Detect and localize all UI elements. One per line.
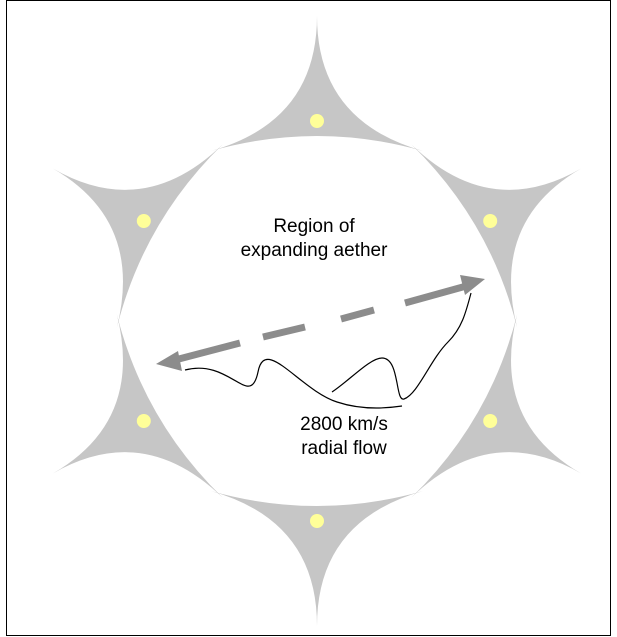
- node-upper-left-cusp: [52, 144, 223, 328]
- node-bottom-dot: [310, 514, 324, 528]
- arrow-dash-2: [262, 323, 306, 341]
- node-bottom-cusp: [211, 491, 423, 626]
- leader-line-left: [184, 358, 403, 409]
- flow-label-line1: 2800 km/s: [300, 414, 388, 435]
- region-label-line2: expanding aether: [241, 240, 389, 261]
- node-top-dot: [310, 114, 324, 128]
- arrow-shaft-left: [174, 339, 241, 364]
- node-top-cusp: [211, 16, 423, 151]
- flow-label-line2: radial flow: [301, 438, 387, 459]
- node-upper-left-dot: [136, 214, 151, 228]
- node-lower-right-dot: [483, 414, 498, 428]
- node-upper-right-dot: [483, 214, 498, 228]
- arrow-head-right: [460, 275, 485, 295]
- region-label-line1: Region of: [273, 216, 355, 237]
- node-lower-right-cusp: [411, 314, 582, 498]
- node-lower-left-dot: [136, 414, 151, 428]
- arrow-dash-1: [340, 306, 375, 323]
- node-upper-right-cusp: [411, 144, 582, 328]
- cusp-ring: [52, 16, 582, 626]
- arrow-shaft-right: [404, 281, 471, 307]
- arrow-head-left: [156, 351, 182, 371]
- radial-flow-arrow: [156, 275, 485, 371]
- diagram-frame: [6, 0, 611, 636]
- node-lower-left-cusp: [52, 314, 223, 498]
- leader-line-right: [331, 292, 472, 400]
